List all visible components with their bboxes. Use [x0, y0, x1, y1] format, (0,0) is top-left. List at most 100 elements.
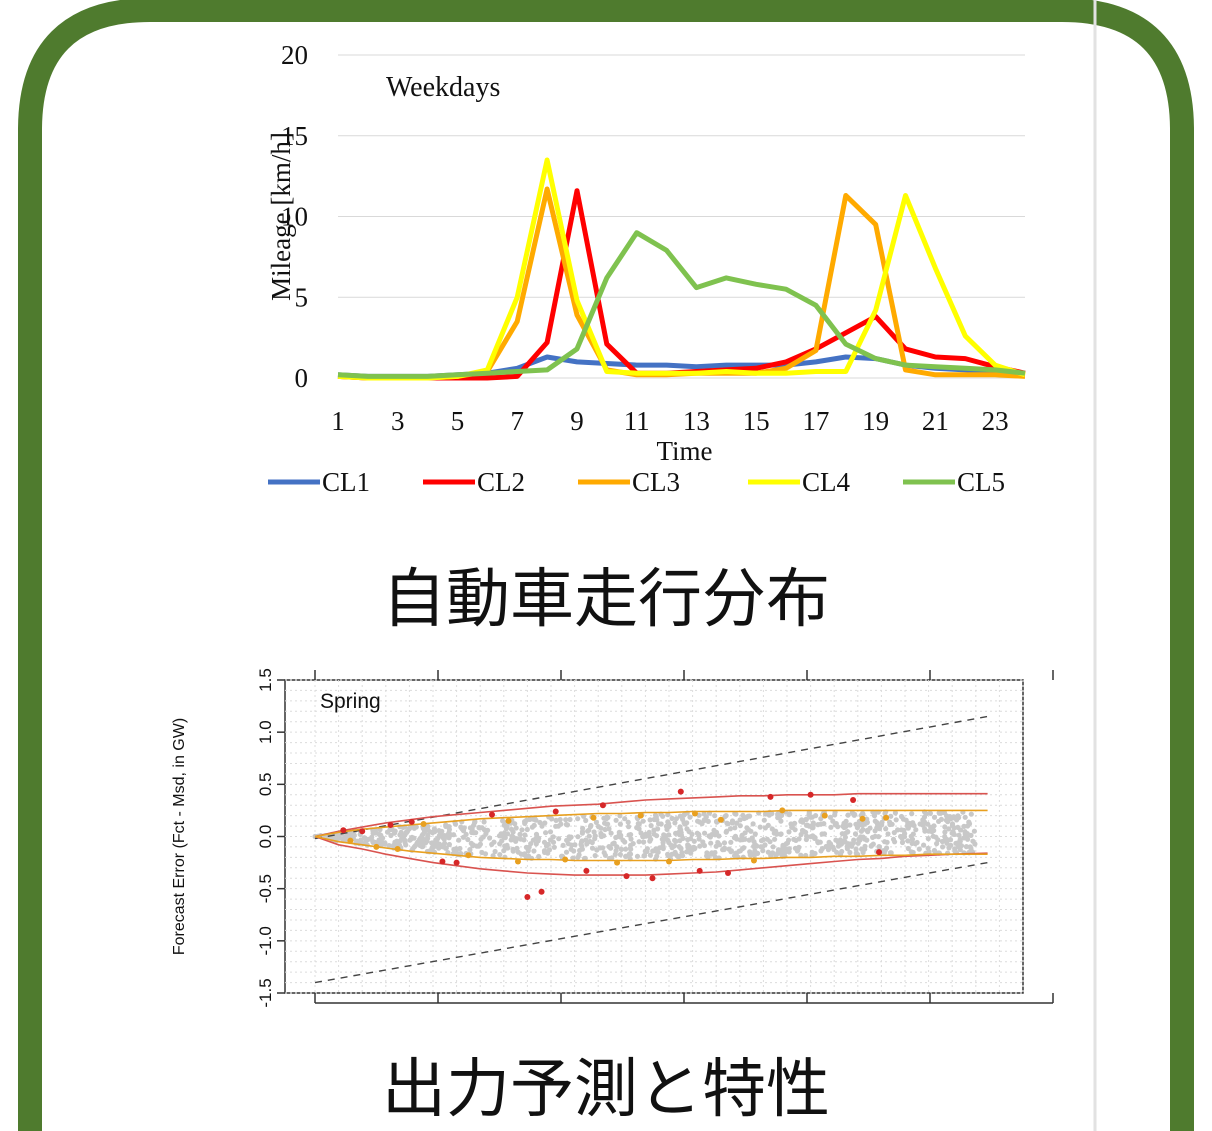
data-point	[490, 853, 496, 859]
data-point	[588, 822, 594, 829]
data-point	[778, 831, 784, 837]
data-point	[602, 826, 608, 833]
caption-vehicle-travel-distribution: 自動車走行分布	[382, 563, 830, 637]
highlight-point-red	[524, 894, 531, 901]
data-point	[691, 838, 697, 844]
highlight-point-red	[359, 828, 366, 835]
legend-label-cl5: CL5	[957, 467, 1005, 497]
data-point	[905, 845, 911, 852]
data-point	[957, 836, 963, 843]
data-point	[771, 830, 777, 836]
data-point	[467, 847, 473, 853]
data-point	[513, 825, 519, 831]
data-point	[818, 816, 824, 822]
data-point	[557, 817, 563, 823]
data-point	[856, 836, 862, 842]
highlight-point-orange	[590, 814, 597, 821]
y-tick-label: 0.5	[256, 773, 275, 797]
data-point	[953, 840, 959, 846]
highlight-point-red	[649, 875, 656, 882]
highlight-point-orange	[717, 816, 724, 823]
data-point	[672, 849, 678, 855]
data-point	[618, 846, 624, 852]
data-point	[669, 815, 675, 821]
data-point	[748, 828, 754, 834]
data-point	[787, 811, 793, 817]
data-point	[433, 837, 439, 843]
data-point	[806, 811, 812, 817]
data-point	[847, 849, 853, 856]
data-point	[940, 844, 946, 850]
data-point	[465, 836, 471, 843]
data-point	[941, 810, 948, 816]
data-point	[942, 829, 948, 835]
data-point	[713, 843, 719, 849]
data-point	[860, 849, 866, 856]
data-point	[786, 849, 792, 855]
data-point	[617, 821, 623, 827]
data-point	[931, 823, 937, 829]
data-point	[687, 814, 693, 820]
data-point	[711, 827, 717, 833]
data-point	[826, 839, 832, 845]
data-point	[589, 845, 596, 851]
data-point	[956, 832, 962, 838]
data-point	[701, 817, 707, 823]
data-point	[932, 848, 938, 854]
data-point	[898, 813, 905, 820]
highlight-point-orange	[514, 858, 521, 865]
data-point	[883, 826, 889, 832]
data-point	[583, 817, 589, 824]
data-point	[594, 847, 600, 853]
data-point	[705, 854, 711, 860]
data-point	[701, 811, 707, 817]
data-point	[497, 852, 503, 858]
band-line-red-upper	[314, 792, 988, 838]
highlight-point-red	[876, 849, 883, 856]
data-point	[522, 819, 528, 825]
data-point	[962, 814, 968, 820]
data-point	[884, 839, 890, 845]
data-point	[510, 829, 516, 835]
data-point	[786, 837, 792, 843]
data-point	[760, 844, 766, 850]
data-point	[640, 818, 646, 824]
y-tick-label: 5	[295, 282, 309, 312]
data-point	[949, 822, 956, 829]
data-point	[579, 830, 585, 836]
data-point	[751, 852, 758, 858]
data-point	[429, 830, 436, 836]
data-point	[678, 846, 684, 852]
band-line-dashed-upper	[314, 715, 988, 840]
data-point	[628, 836, 634, 842]
data-point	[372, 839, 378, 845]
data-point	[905, 838, 911, 844]
data-point	[712, 813, 718, 819]
y-tick-label: -1.0	[256, 926, 275, 955]
data-point	[893, 817, 899, 823]
data-point	[601, 850, 607, 856]
data-point	[646, 829, 652, 835]
data-point	[909, 836, 916, 842]
data-point	[780, 852, 786, 858]
data-point	[879, 822, 885, 828]
data-point	[537, 819, 543, 826]
caption-output-forecast-characteristics: 出力予測と特性	[382, 1053, 830, 1127]
data-point	[600, 845, 606, 851]
data-point	[593, 819, 599, 825]
data-point	[931, 814, 938, 820]
data-point	[815, 840, 821, 846]
x-tick-label: 9	[570, 406, 584, 436]
data-point	[885, 831, 891, 837]
data-point	[697, 843, 703, 849]
data-point	[481, 819, 487, 825]
data-point	[872, 828, 878, 834]
x-axis-label: Time	[656, 436, 712, 466]
data-point	[925, 821, 931, 827]
data-point	[627, 845, 633, 851]
x-tick-label: 5	[451, 406, 465, 436]
data-point	[966, 821, 973, 827]
highlight-point-red	[408, 818, 415, 825]
data-point	[967, 844, 973, 850]
data-point	[542, 820, 548, 826]
